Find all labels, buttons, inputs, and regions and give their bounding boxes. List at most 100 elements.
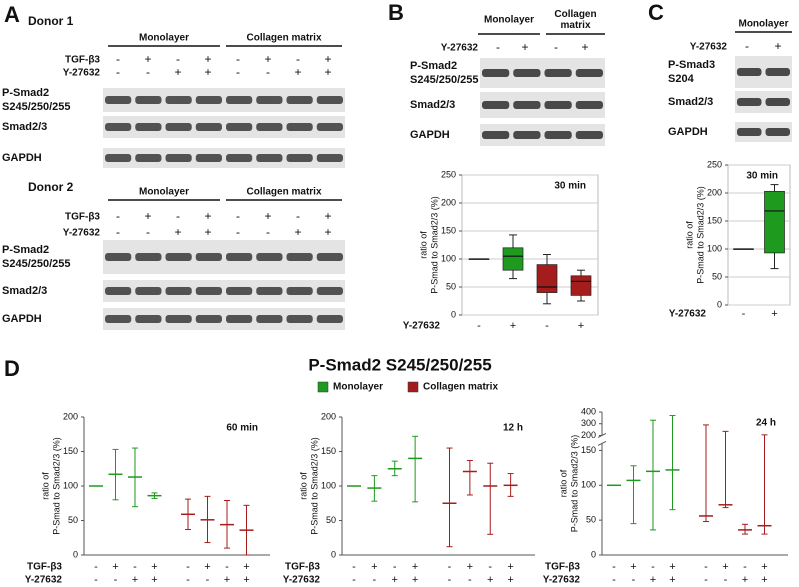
panel-letter: D	[4, 356, 20, 381]
sign: -	[146, 65, 150, 79]
blot-label: Smad2/3	[410, 99, 455, 111]
box	[570, 275, 592, 296]
x-tick-label: -	[206, 574, 210, 586]
annotation: 30 min	[554, 181, 586, 192]
blot-band	[226, 123, 253, 131]
row-label: TGF-β3	[65, 55, 100, 66]
blot-label: Smad2/3	[2, 121, 47, 133]
blot	[480, 124, 605, 146]
blot-label: S245/250/255	[2, 101, 71, 113]
sign: +	[324, 65, 331, 79]
sign: -	[116, 65, 120, 79]
x-tick-label: +	[371, 561, 377, 573]
blot-label: P-Smad2	[410, 60, 457, 72]
y-axis-label: P-Smad to Smad2/3 (%)	[51, 437, 61, 535]
sign: -	[266, 225, 270, 239]
x-tick-label: +	[392, 574, 398, 586]
y-tick-label: 0	[591, 549, 596, 559]
sign: +	[144, 209, 151, 223]
x-tick-label: -	[393, 561, 397, 573]
sign: -	[236, 225, 240, 239]
x-tick-label: +	[467, 561, 473, 573]
blot-band	[256, 253, 283, 261]
x-tick-label: -	[704, 574, 708, 586]
blot-band	[135, 154, 162, 162]
blot	[735, 91, 792, 113]
x-tick-label: +	[204, 561, 210, 573]
blot-band	[513, 131, 541, 139]
x-tick-label: -	[468, 574, 472, 586]
group-label: Monolayer	[139, 187, 189, 198]
y-tick-label: 100	[321, 480, 336, 490]
blot-band	[105, 96, 132, 104]
sign: -	[116, 209, 120, 223]
y-axis-label: P-Smad to Smad2/3 (%)	[569, 435, 579, 533]
x-tick-label: -	[186, 561, 190, 573]
blot-band	[165, 96, 192, 104]
sign: +	[204, 52, 211, 66]
x-tick-label: -	[133, 561, 137, 573]
x-tick-label: +	[722, 561, 728, 573]
y-axis-label: ratio of	[558, 469, 568, 497]
blot-label: GAPDH	[2, 313, 42, 325]
x-tick-label: -	[743, 561, 747, 573]
x-tick-label: -	[651, 561, 655, 573]
x-tick-label: -	[704, 561, 708, 573]
x-tick-label: +	[412, 561, 418, 573]
blot-band	[226, 315, 253, 323]
blot-band	[105, 315, 132, 323]
x-tick-label: -	[612, 561, 616, 573]
x-tick-label: -	[477, 320, 481, 332]
y-tick-label: 50	[712, 271, 722, 281]
panel-title: P-Smad2 S245/250/255	[308, 355, 491, 374]
sign: +	[204, 209, 211, 223]
sign: -	[296, 209, 300, 223]
x-row-label: Y-27632	[403, 321, 441, 332]
blot-band	[765, 128, 790, 136]
sign: +	[294, 225, 301, 239]
y-tick-label: 0	[331, 549, 336, 559]
blot	[103, 280, 345, 302]
x-row-label: TGF-β3	[545, 562, 580, 573]
y-tick-label: 400	[581, 406, 596, 416]
blot-band	[286, 253, 313, 261]
x-tick-label: -	[448, 574, 452, 586]
blot	[735, 122, 792, 142]
legend-label: Monolayer	[333, 382, 383, 393]
blot-band	[135, 123, 162, 131]
y-tick-label: 200	[581, 430, 596, 440]
sign: -	[176, 52, 180, 66]
x-tick-label: -	[225, 561, 229, 573]
x-tick-label: +	[761, 574, 767, 586]
y-tick-label: 0	[717, 299, 722, 309]
x-tick-label: -	[352, 574, 356, 586]
row-label: Y-27632	[63, 228, 101, 239]
blot-band	[256, 287, 283, 295]
x-row-label: TGF-β3	[285, 562, 320, 573]
blot-band	[316, 123, 343, 131]
x-row-label: TGF-β3	[27, 562, 62, 573]
sign: +	[294, 65, 301, 79]
x-tick-label: -	[352, 561, 356, 573]
legend-swatch	[407, 381, 419, 393]
y-axis-label: P-Smad to Smad2/3 (%)	[695, 186, 705, 284]
sign: -	[745, 39, 749, 53]
blot-label: GAPDH	[668, 126, 708, 138]
y-tick-label: 200	[707, 187, 722, 197]
blot-band	[105, 123, 132, 131]
sign: +	[521, 40, 528, 54]
legend-label: Collagen matrix	[423, 382, 498, 393]
x-row-label: Y-27632	[669, 309, 707, 320]
x-tick-label: +	[112, 561, 118, 573]
blot-band	[286, 96, 313, 104]
blot-band	[135, 315, 162, 323]
x-tick-label: +	[669, 574, 675, 586]
x-tick-label: +	[412, 574, 418, 586]
sign: +	[144, 52, 151, 66]
group-label: Monolayer	[738, 19, 788, 30]
blot-band	[195, 154, 222, 162]
blot-band	[135, 96, 162, 104]
x-tick-label: +	[630, 561, 636, 573]
blot-band	[316, 287, 343, 295]
blot-band	[256, 96, 283, 104]
